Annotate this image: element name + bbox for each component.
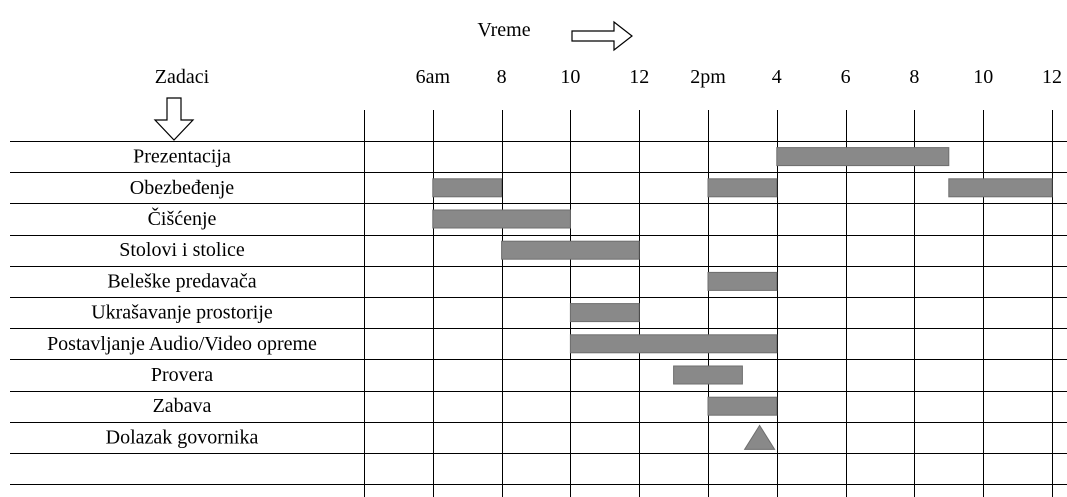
arrow-right-icon bbox=[571, 20, 633, 52]
task-labels: Prezentacija Obezbeđenje Čišćenje Stolovi i… bbox=[47, 146, 317, 449]
task-bar bbox=[707, 178, 778, 198]
milestone-marker bbox=[743, 424, 776, 450]
x-tick-label: 12 bbox=[1042, 66, 1062, 88]
x-tick-label: 12 bbox=[629, 66, 649, 88]
task-label: Čišćenje bbox=[148, 206, 217, 230]
task-bar bbox=[501, 240, 640, 260]
task-bars bbox=[432, 147, 1053, 450]
task-label: Provera bbox=[151, 364, 213, 386]
x-tick-label: 2pm bbox=[690, 66, 726, 88]
task-bar bbox=[707, 396, 778, 416]
task-bar bbox=[569, 303, 640, 323]
task-bar bbox=[776, 147, 950, 167]
task-label: Zabava bbox=[153, 395, 212, 417]
x-tick-label: 10 bbox=[560, 66, 580, 88]
x-tick-label: 6am bbox=[416, 66, 451, 88]
x-tick-label: 8 bbox=[497, 66, 507, 88]
task-bar bbox=[673, 365, 743, 385]
chart-grid bbox=[10, 110, 1067, 497]
task-label: Stolovi i stolice bbox=[119, 239, 245, 261]
row-header: Zadaci bbox=[155, 66, 210, 88]
task-label: Beleške predavača bbox=[107, 270, 256, 292]
x-axis-ticks: 6am 8 10 12 2pm 4 6 8 10 12 bbox=[416, 66, 1062, 88]
x-tick-label: 10 bbox=[973, 66, 993, 88]
chart-title: Vreme bbox=[477, 19, 530, 41]
task-label: Ukrašavanje prostorije bbox=[91, 302, 273, 324]
task-bar bbox=[707, 271, 778, 291]
arrow-down-icon bbox=[153, 97, 195, 141]
task-bar bbox=[432, 209, 571, 229]
task-label: Postavljanje Audio/Video opreme bbox=[47, 333, 317, 355]
task-bar bbox=[948, 178, 1053, 198]
x-tick-label: 6 bbox=[841, 66, 851, 88]
task-bar bbox=[569, 334, 778, 354]
x-tick-label: 8 bbox=[909, 66, 919, 88]
task-label: Prezentacija bbox=[133, 146, 231, 168]
task-label: Obezbeđenje bbox=[130, 177, 235, 199]
task-bar bbox=[432, 178, 503, 198]
x-tick-label: 4 bbox=[772, 66, 782, 88]
task-label: Dolazak govornika bbox=[106, 426, 259, 448]
